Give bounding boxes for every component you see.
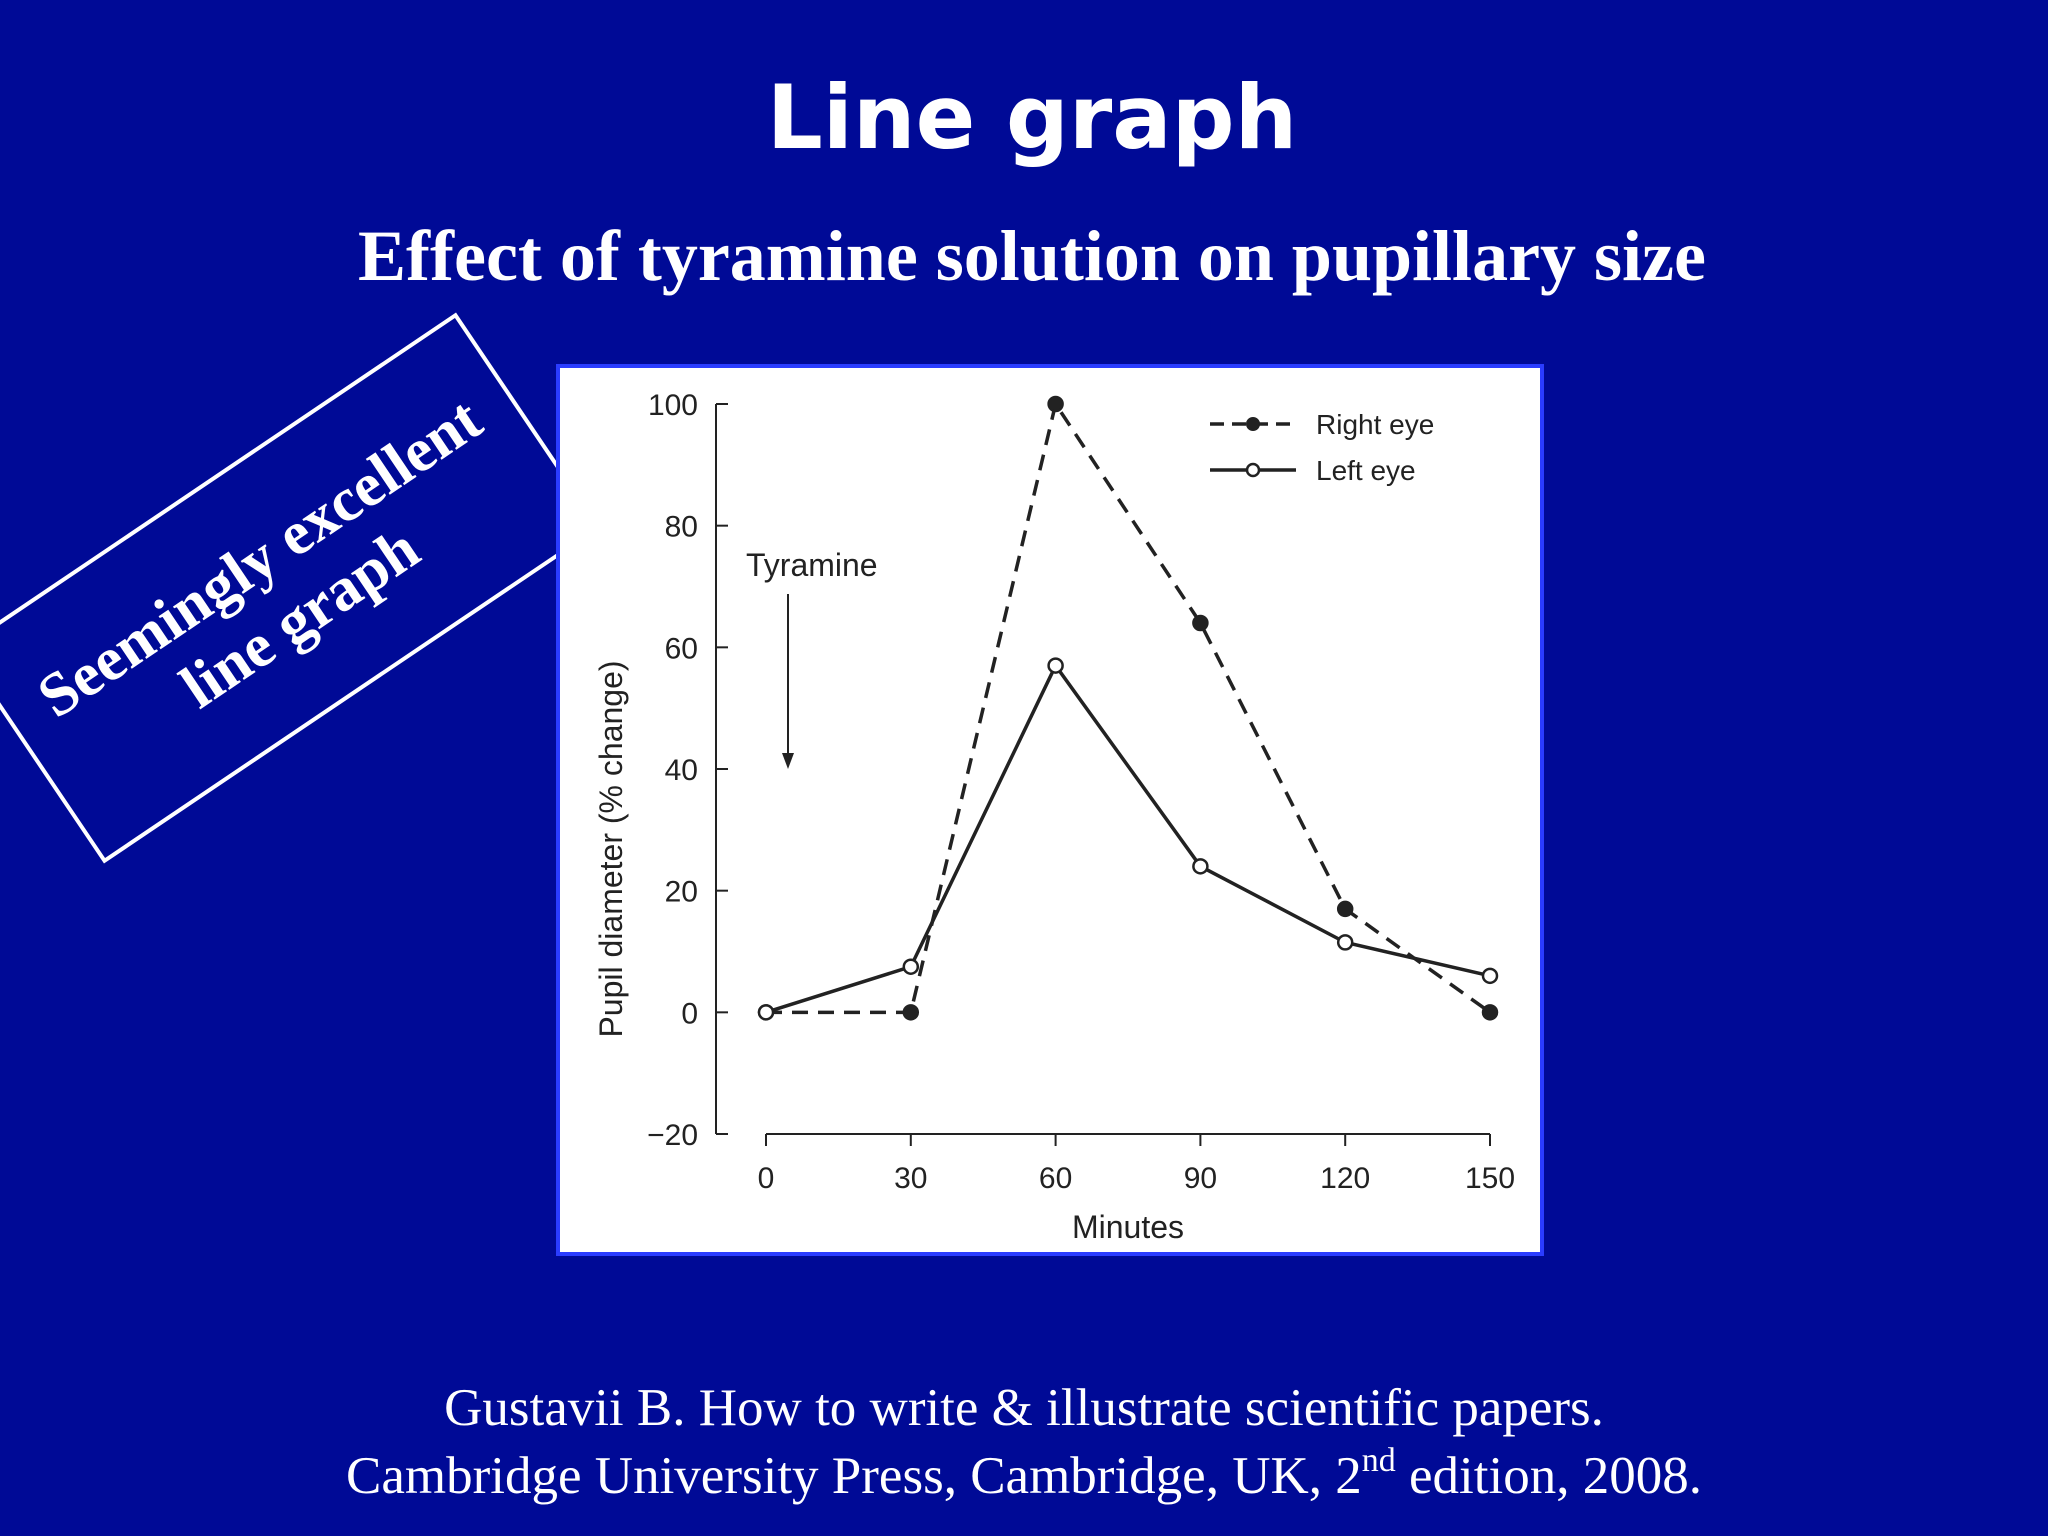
chart-panel: −20 0 20 40 60 80 100 0 30 60 90 120 150 Minutes Pupil…: [556, 364, 1544, 1256]
y-tick-label: 100: [648, 389, 698, 422]
legend-marker-right-eye: [1246, 417, 1260, 431]
citation-superscript: nd: [1361, 1442, 1396, 1479]
x-tick-label: 150: [1465, 1162, 1515, 1195]
data-point-left-eye: [1336, 934, 1354, 951]
annotation-tyramine-label: Tyramine: [746, 547, 878, 583]
citation-line-2: Cambridge University Press, Cambridge, U…: [0, 1442, 2048, 1510]
y-tick-label: 20: [665, 876, 698, 909]
citation-line-2-suffix: edition, 2008.: [1395, 1447, 1702, 1505]
citation-line-1: Gustavii B. How to write & illustrate sc…: [444, 1379, 1604, 1437]
data-point-right-eye: [1336, 900, 1354, 918]
rotated-stamp-label: Seemingly excellent line graph: [0, 312, 602, 864]
legend-marker-left-eye: [1245, 462, 1261, 478]
data-point-left-eye: [757, 1004, 775, 1021]
y-tick-label: 60: [665, 632, 698, 665]
data-point-left-eye: [902, 958, 920, 975]
x-tick-label: 60: [1039, 1162, 1072, 1195]
x-tick-label: 120: [1320, 1162, 1370, 1195]
slide-subtitle: Effect of tyramine solution on pupillary…: [358, 216, 1706, 296]
legend-label-right-eye: Right eye: [1316, 409, 1434, 440]
data-point-left-eye: [1047, 657, 1064, 674]
y-tick-label: 80: [665, 511, 698, 544]
x-tick-label: 30: [894, 1162, 927, 1195]
citation: Gustavii B. How to write & illustrate sc…: [0, 1374, 2048, 1510]
data-point-right-eye: [902, 1004, 920, 1021]
y-tick-label: −20: [647, 1119, 698, 1152]
y-tick-label: 40: [665, 754, 698, 787]
data-point-left-eye: [1192, 858, 1209, 875]
data-point-left-eye: [1481, 967, 1499, 985]
y-tick-label: 0: [681, 997, 698, 1030]
data-point-right-eye: [1047, 395, 1064, 413]
data-point-right-eye: [1192, 614, 1209, 632]
x-tick-label: 0: [758, 1162, 775, 1195]
data-point-right-eye: [1481, 1004, 1499, 1021]
legend-label-left-eye: Left eye: [1316, 455, 1416, 486]
annotation-arrow-head: [782, 753, 794, 769]
citation-line-2-prefix: Cambridge University Press, Cambridge, U…: [346, 1447, 1362, 1505]
series-line-left-eye: [765, 662, 1491, 1015]
x-tick-label: 90: [1184, 1162, 1217, 1195]
series-line-right-eye: [766, 399, 1492, 1015]
x-axis-label: Minutes: [1072, 1209, 1184, 1245]
slide-title: Line graph: [766, 66, 1298, 169]
y-axis-label: Pupil diameter (% change): [593, 660, 629, 1037]
line-chart: −20 0 20 40 60 80 100 0 30 60 90 120 150 Minutes Pupil…: [593, 389, 1515, 1245]
